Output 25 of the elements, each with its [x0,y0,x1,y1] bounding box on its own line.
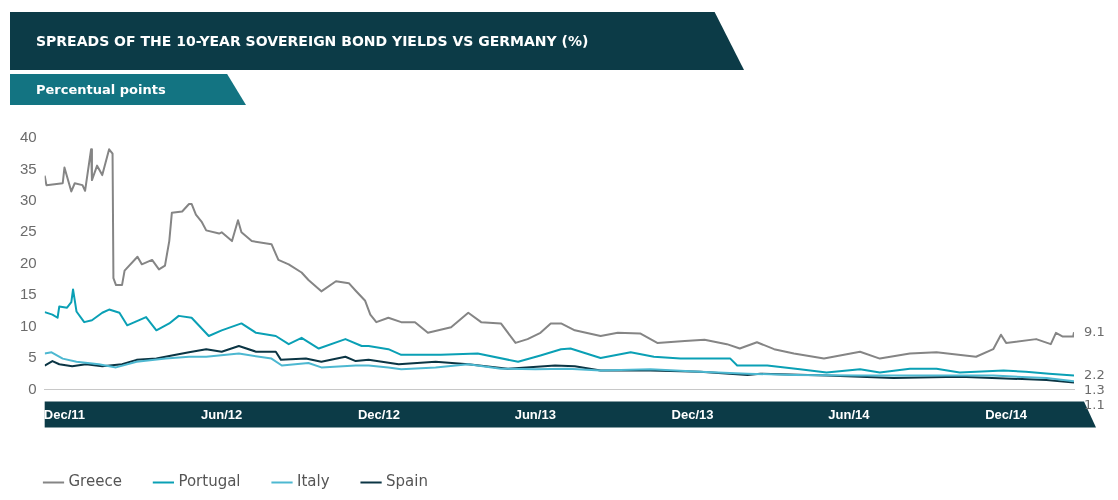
x-tick-label: Dec/14 [985,406,1028,422]
y-tick-label: 25 [20,222,37,240]
y-tick-label: 5 [28,348,37,366]
annotation: 1.1 [1084,396,1105,412]
x-tick-label: Jun/12 [201,406,243,422]
y-tick-label: 20 [20,253,37,271]
legend-label: Spain [386,472,428,491]
x-tick-label: Jun/14 [828,406,871,422]
y-tick-label: 15 [20,285,37,303]
y-tick-label: 10 [20,316,37,334]
legend-label: Greece [68,472,122,491]
legend-label: Portugal [178,472,241,491]
chart-title: SPREADS OF THE 10-YEAR SOVEREIGN BOND YIELDS VS GERMANY (%) [10,12,744,70]
legend-label: Italy [297,472,330,491]
y-tick-label: 0 [28,379,37,397]
y-tick-label: 30 [20,190,37,208]
x-tick-label: Jun/13 [514,406,556,422]
x-tick-label: Dec/13 [671,406,714,422]
chart-subtitle: Percentual points [10,74,246,105]
annotation: 1.3 [1084,381,1105,397]
annotation: 2.2 [1084,366,1105,382]
annotation: 9.1 [1084,323,1105,339]
y-tick-label: 35 [20,159,37,177]
y-tick-label: 40 [20,128,37,146]
x-tick-label: Dec/12 [357,406,400,422]
